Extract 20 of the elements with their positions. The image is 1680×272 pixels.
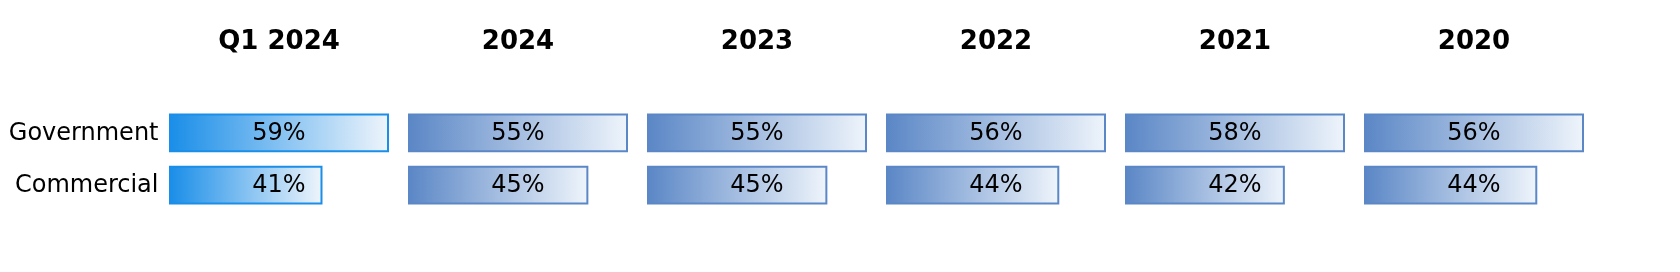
chart-title: Q1 2024 [218, 25, 340, 55]
data-label: 56% [1447, 117, 1501, 146]
data-label: 55% [730, 117, 784, 146]
data-label: 59% [252, 117, 306, 146]
data-label: 42% [1208, 170, 1262, 199]
data-label: 41% [252, 170, 306, 199]
chart-title: 2021 [1198, 25, 1272, 55]
chart-title: 2023 [720, 25, 794, 55]
data-label: 45% [491, 170, 545, 199]
data-label: 56% [969, 117, 1023, 146]
data-label: 44% [1447, 170, 1501, 199]
data-label: 45% [730, 170, 784, 199]
y-tick-label: Commercial [14, 170, 159, 199]
chart-title: 2022 [959, 25, 1033, 55]
data-label: 55% [491, 117, 545, 146]
data-label: 44% [969, 170, 1023, 199]
chart-title: 2020 [1437, 25, 1511, 55]
y-tick-label: Government [8, 117, 159, 146]
data-label: 58% [1208, 117, 1262, 146]
chart-title: 2024 [481, 25, 555, 55]
